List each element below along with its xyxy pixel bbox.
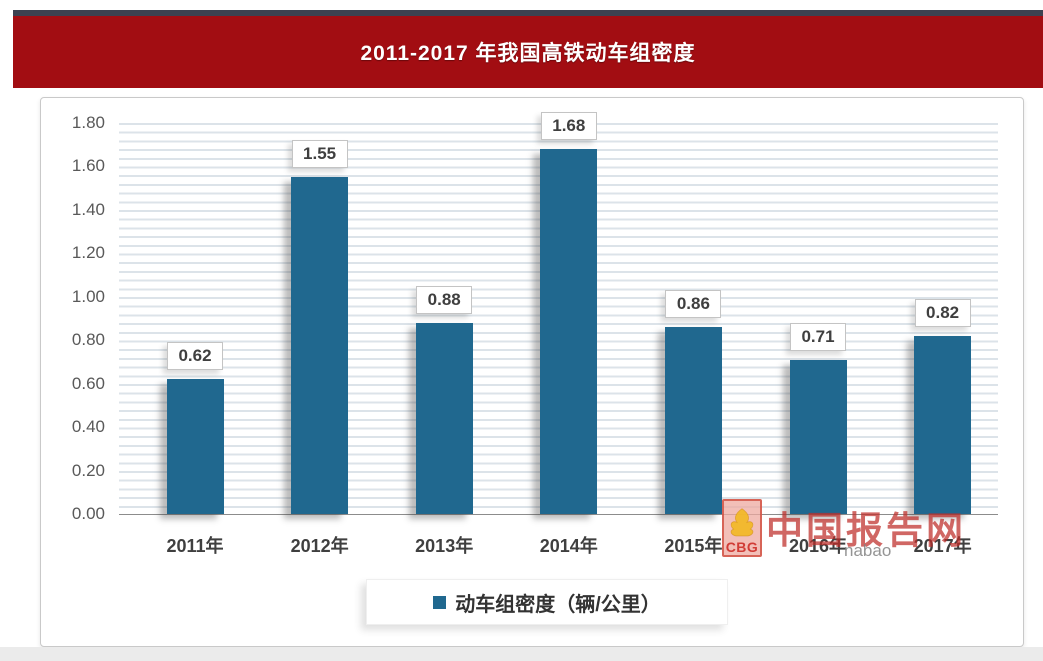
x-tick-label-2015年: 2015年 [664, 536, 723, 556]
y-tick-label: 0.20 [71, 460, 105, 480]
value-label-2015年: 0.86 [665, 290, 722, 319]
y-tick-label: 1.80 [71, 113, 105, 132]
bar-2013年 [415, 322, 473, 514]
bar-2015年 [664, 327, 722, 514]
value-label-2011年: 0.62 [167, 342, 223, 371]
x-tick-label-2014年: 2014年 [539, 536, 598, 556]
bar-2012年 [291, 177, 349, 514]
y-tick-label: 0.60 [71, 373, 105, 393]
cbg-logo-bird-icon [725, 506, 759, 540]
y-tick-label: 0.40 [71, 417, 105, 437]
x-tick-label-2017年: 2017年 [913, 536, 972, 556]
value-label-2017年: 0.82 [914, 298, 971, 327]
bar-2011年 [166, 379, 224, 514]
value-label-2016年: 0.71 [790, 322, 846, 351]
x-tick-label-2016年: 2016年 [788, 536, 848, 556]
plot-area: 0.62 1.55 0.88 1.68 0.86 0.71 0.82 [119, 112, 998, 515]
y-tick-label: 0.00 [71, 504, 105, 523]
watermark-url-fragment: nabao [844, 541, 892, 560]
bar-2017年 [914, 335, 972, 514]
y-tick-label: 1.20 [71, 243, 105, 263]
x-tick-label-2012年: 2012年 [290, 536, 349, 556]
legend-series-label: 动车组密度（辆/公里） [455, 593, 661, 616]
value-label-2013年: 0.88 [416, 285, 473, 314]
page-bottom-strip [0, 647, 1043, 661]
x-tick-label-2011年: 2011年 [166, 536, 224, 556]
chart-panel: 0.00 0.20 0.40 0.60 0.80 1.00 1.20 1.40 1.60 1.80… [40, 97, 1024, 647]
y-tick-label: 1.00 [71, 286, 105, 306]
x-axis: 2011年 2012年 2013年 2014年 2015年 2016年 2017年 [41, 532, 1023, 560]
chart-title: 2011-2017 年我国高铁动车组密度 [360, 42, 696, 65]
watermark-site-name: 中国报告网 [766, 510, 966, 551]
legend-series-marker-icon [433, 595, 447, 609]
watermark-logo-letters: CBG [725, 539, 759, 555]
value-label-2014年: 1.68 [540, 112, 597, 141]
chart-title-banner: 2011-2017 年我国高铁动车组密度 [13, 16, 1043, 88]
value-label-2012年: 1.55 [291, 140, 348, 169]
bar-2014年 [540, 149, 598, 514]
x-tick-label-2013年: 2013年 [415, 536, 474, 556]
y-tick-label: 1.60 [71, 156, 105, 176]
y-tick-label: 1.40 [71, 199, 105, 219]
watermark-logo: CBG [722, 499, 762, 557]
banner-top-strip [13, 10, 1043, 16]
bar-2016年 [789, 359, 847, 514]
y-tick-label: 0.80 [71, 330, 105, 350]
legend: 动车组密度（辆/公里） [366, 579, 728, 625]
